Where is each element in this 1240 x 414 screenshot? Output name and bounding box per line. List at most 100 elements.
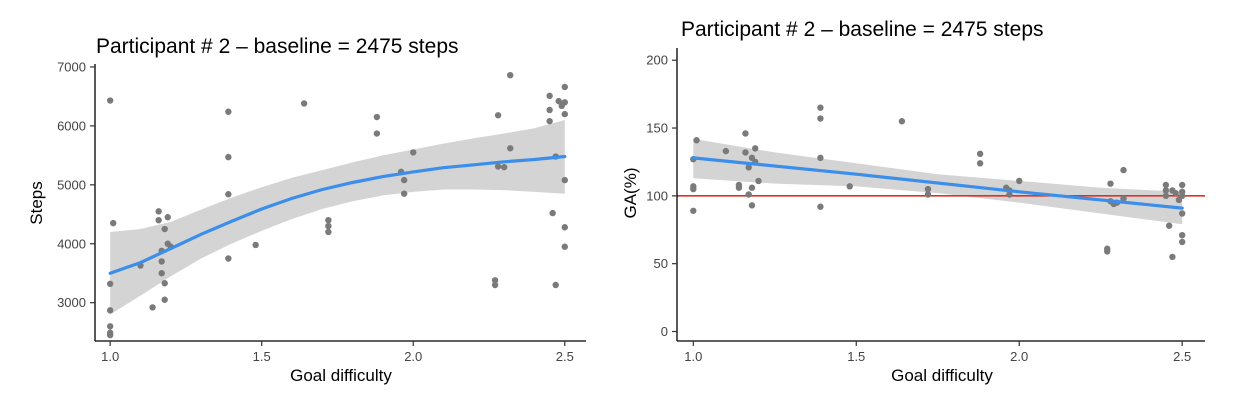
data-point bbox=[924, 191, 932, 198]
data-point bbox=[1104, 248, 1111, 255]
data-point bbox=[325, 216, 332, 224]
data-point bbox=[561, 176, 568, 184]
x-axis-label: Goal difficulty bbox=[891, 366, 993, 385]
data-point bbox=[561, 224, 568, 231]
data-point bbox=[400, 190, 408, 197]
data-point bbox=[546, 92, 553, 100]
y-tick-label: 50 bbox=[654, 256, 668, 271]
chart-title: Participant # 2 – baseline = 2475 steps bbox=[96, 35, 459, 58]
data-point bbox=[106, 97, 114, 104]
data-point bbox=[494, 112, 502, 119]
data-point bbox=[561, 99, 568, 106]
data-point bbox=[745, 191, 752, 198]
data-point bbox=[158, 270, 165, 277]
y-tick-label: 200 bbox=[646, 53, 668, 68]
data-point bbox=[106, 323, 114, 330]
axis-ticks: 1.0 1.5 2.0 2.5 3000 4000 5000 6000 7000 bbox=[57, 59, 574, 364]
data-point bbox=[1178, 210, 1186, 217]
data-point bbox=[722, 147, 730, 155]
data-point bbox=[976, 160, 984, 167]
data-point bbox=[252, 241, 259, 249]
data-point bbox=[693, 137, 700, 144]
data-point bbox=[1107, 180, 1114, 187]
data-point bbox=[1120, 195, 1127, 202]
data-point bbox=[555, 97, 562, 105]
data-point bbox=[1162, 187, 1170, 194]
data-point bbox=[225, 108, 232, 115]
data-point bbox=[748, 202, 756, 209]
data-point bbox=[494, 163, 502, 170]
plot-area bbox=[106, 71, 568, 339]
data-point bbox=[690, 185, 697, 193]
data-point bbox=[373, 113, 381, 121]
data-point bbox=[1169, 253, 1176, 261]
x-tick-label: 2.0 bbox=[404, 349, 422, 364]
data-point bbox=[745, 164, 752, 171]
data-point bbox=[225, 153, 232, 161]
data-point bbox=[1162, 181, 1170, 189]
data-point bbox=[149, 304, 156, 311]
data-point bbox=[1178, 231, 1186, 239]
trend-line bbox=[691, 156, 1184, 210]
data-point bbox=[106, 307, 114, 314]
data-point bbox=[106, 331, 114, 339]
data-point bbox=[552, 281, 559, 289]
data-point bbox=[155, 216, 162, 224]
x-tick-label: 1.0 bbox=[101, 349, 119, 364]
data-point bbox=[400, 176, 408, 184]
y-axis-label: Steps bbox=[27, 181, 46, 224]
data-point bbox=[507, 71, 514, 79]
y-tick-label: 3000 bbox=[57, 295, 86, 310]
data-point bbox=[1120, 166, 1127, 174]
y-tick-label: 5000 bbox=[57, 177, 86, 192]
data-point bbox=[161, 296, 168, 303]
y-tick-label: 6000 bbox=[57, 118, 86, 133]
data-point bbox=[325, 228, 332, 236]
data-point bbox=[742, 130, 749, 137]
data-point bbox=[1006, 191, 1013, 198]
data-point bbox=[491, 277, 499, 284]
x-axis-label: Goal difficulty bbox=[290, 366, 392, 385]
data-point bbox=[817, 154, 824, 162]
data-point bbox=[1178, 238, 1186, 246]
x-tick-label: 1.5 bbox=[847, 349, 865, 364]
data-point bbox=[752, 145, 759, 152]
y-tick-label: 0 bbox=[661, 324, 668, 339]
data-point bbox=[755, 177, 762, 185]
y-tick-label: 7000 bbox=[57, 59, 86, 74]
data-point bbox=[1016, 177, 1023, 185]
data-point bbox=[106, 280, 114, 288]
data-point bbox=[748, 184, 756, 191]
data-point bbox=[549, 209, 556, 217]
data-point bbox=[158, 258, 165, 265]
data-point bbox=[546, 106, 553, 114]
data-point bbox=[161, 225, 168, 233]
y-axis-label: GA(%) bbox=[621, 168, 640, 219]
data-point bbox=[976, 150, 984, 158]
data-point bbox=[1178, 192, 1186, 200]
x-tick-label: 2.5 bbox=[556, 349, 574, 364]
steps-chart: Participant # 2 – baseline = 2475 steps … bbox=[27, 35, 586, 385]
data-point bbox=[225, 255, 232, 262]
x-tick-label: 2.0 bbox=[1010, 349, 1028, 364]
plot-area bbox=[677, 104, 1205, 261]
data-point bbox=[846, 183, 853, 190]
data-point bbox=[561, 243, 568, 250]
data-point bbox=[1165, 222, 1173, 229]
data-point bbox=[898, 118, 906, 125]
data-point bbox=[325, 222, 332, 230]
data-point bbox=[1178, 181, 1186, 189]
data-point bbox=[109, 219, 117, 227]
data-point bbox=[817, 104, 824, 111]
data-point bbox=[561, 110, 568, 118]
data-point bbox=[373, 130, 381, 137]
data-point bbox=[561, 83, 568, 91]
trend-line bbox=[108, 154, 567, 275]
data-point bbox=[817, 115, 824, 122]
x-tick-label: 1.5 bbox=[253, 349, 271, 364]
y-tick-label: 4000 bbox=[57, 236, 86, 251]
confidence-band bbox=[110, 120, 565, 315]
data-point bbox=[491, 281, 499, 289]
data-point bbox=[155, 208, 162, 215]
data-point bbox=[164, 214, 171, 221]
